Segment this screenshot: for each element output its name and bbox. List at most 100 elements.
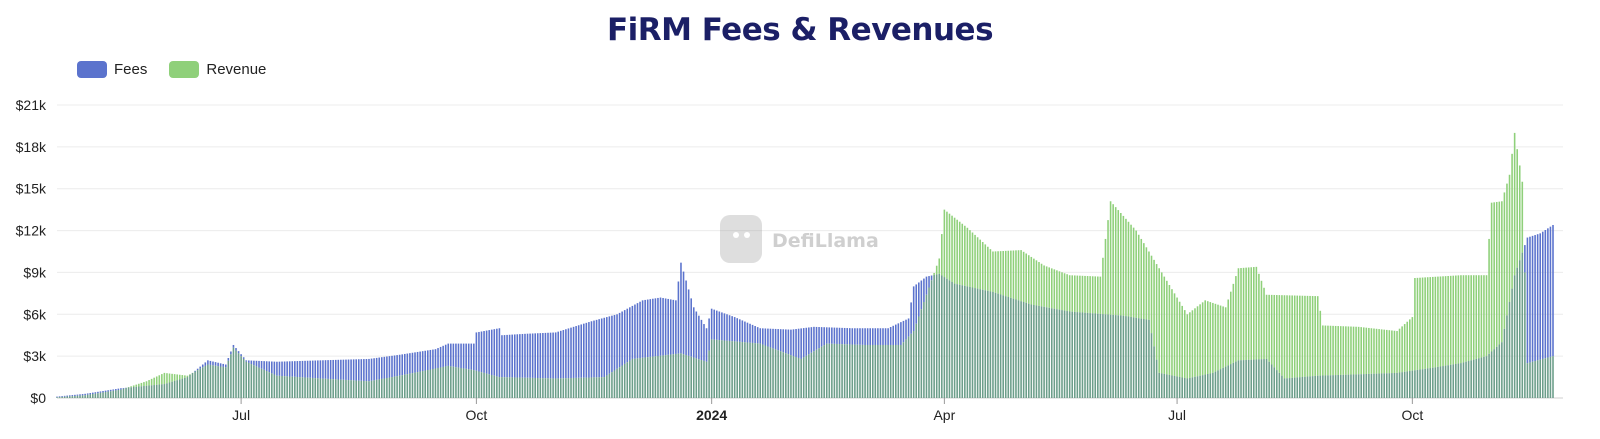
fees-bar[interactable]	[245, 360, 248, 362]
revenue-bar[interactable]	[138, 383, 140, 387]
fees-bar[interactable]	[286, 361, 288, 377]
overlap-bar[interactable]	[815, 349, 818, 398]
revenue-bar[interactable]	[155, 376, 158, 385]
fees-bar[interactable]	[516, 334, 519, 378]
revenue-bar[interactable]	[953, 217, 956, 284]
fees-bar[interactable]	[654, 298, 657, 357]
fees-bar[interactable]	[317, 360, 319, 379]
fees-bar[interactable]	[577, 325, 580, 378]
fees-bar[interactable]	[613, 314, 616, 371]
fees-bar[interactable]	[355, 359, 357, 381]
overlap-bar[interactable]	[1045, 307, 1048, 398]
fees-bar[interactable]	[288, 361, 291, 377]
fees-bar[interactable]	[905, 319, 907, 340]
revenue-bar[interactable]	[1506, 183, 1508, 316]
overlap-bar[interactable]	[194, 371, 196, 398]
fees-bar[interactable]	[687, 289, 690, 356]
fees-bar[interactable]	[212, 361, 214, 366]
overlap-bar[interactable]	[1260, 359, 1263, 398]
overlap-bar[interactable]	[613, 370, 616, 398]
overlap-bar[interactable]	[1048, 307, 1051, 398]
revenue-bar[interactable]	[1224, 307, 1227, 367]
overlap-bar[interactable]	[1536, 360, 1539, 398]
overlap-bar[interactable]	[271, 373, 273, 398]
revenue-bar[interactable]	[941, 234, 943, 276]
revenue-bar[interactable]	[1229, 291, 1232, 365]
fees-bar[interactable]	[74, 394, 76, 396]
overlap-bar[interactable]	[350, 380, 352, 398]
revenue-bar[interactable]	[989, 249, 992, 292]
overlap-bar[interactable]	[877, 344, 879, 398]
revenue-bar[interactable]	[1114, 207, 1117, 316]
overlap-bar[interactable]	[462, 368, 465, 398]
overlap-bar[interactable]	[209, 364, 212, 398]
revenue-bar[interactable]	[1373, 328, 1375, 374]
revenue-bar[interactable]	[1370, 328, 1373, 374]
fees-bar[interactable]	[421, 351, 424, 372]
revenue-bar[interactable]	[1483, 275, 1485, 357]
fees-bar[interactable]	[841, 327, 843, 345]
fees-bar[interactable]	[690, 298, 692, 357]
overlap-bar[interactable]	[478, 371, 480, 398]
fees-bar[interactable]	[199, 366, 201, 369]
overlap-bar[interactable]	[1526, 363, 1529, 398]
fees-bar[interactable]	[97, 391, 99, 394]
fees-bar[interactable]	[498, 328, 501, 378]
fees-bar[interactable]	[112, 389, 115, 391]
revenue-bar[interactable]	[1457, 275, 1460, 364]
overlap-bar[interactable]	[1109, 314, 1112, 398]
fees-bar[interactable]	[741, 320, 744, 343]
overlap-bar[interactable]	[1501, 342, 1503, 398]
overlap-bar[interactable]	[317, 378, 319, 398]
overlap-bar[interactable]	[1010, 297, 1012, 398]
fees-bar[interactable]	[340, 359, 342, 380]
overlap-bar[interactable]	[421, 371, 424, 398]
fees-bar[interactable]	[102, 391, 104, 393]
fees-bar[interactable]	[375, 357, 378, 380]
fees-bar[interactable]	[823, 327, 825, 346]
fees-bar[interactable]	[467, 343, 470, 370]
overlap-bar[interactable]	[1022, 302, 1025, 398]
fees-bar[interactable]	[450, 343, 452, 367]
overlap-bar[interactable]	[488, 374, 490, 398]
revenue-bar[interactable]	[1063, 273, 1066, 311]
overlap-bar[interactable]	[1549, 356, 1552, 398]
overlap-bar[interactable]	[641, 357, 644, 398]
fees-bar[interactable]	[731, 316, 733, 342]
overlap-bar[interactable]	[1201, 375, 1204, 398]
overlap-bar[interactable]	[1212, 372, 1214, 398]
overlap-bar[interactable]	[593, 377, 595, 398]
overlap-bar[interactable]	[447, 365, 450, 398]
overlap-bar[interactable]	[536, 378, 539, 398]
overlap-bar[interactable]	[1183, 377, 1186, 398]
revenue-bar[interactable]	[1296, 295, 1299, 378]
overlap-bar[interactable]	[460, 368, 462, 398]
fees-bar[interactable]	[767, 328, 769, 347]
overlap-bar[interactable]	[1350, 374, 1352, 398]
fees-bar[interactable]	[66, 395, 69, 397]
fees-bar[interactable]	[739, 319, 741, 342]
overlap-bar[interactable]	[102, 392, 104, 398]
overlap-bar[interactable]	[1255, 359, 1258, 398]
overlap-bar[interactable]	[1365, 374, 1368, 398]
overlap-bar[interactable]	[140, 386, 143, 398]
revenue-bar[interactable]	[1058, 271, 1061, 310]
fees-bar[interactable]	[588, 322, 590, 378]
fees-bar[interactable]	[465, 343, 467, 369]
overlap-bar[interactable]	[539, 378, 542, 398]
overlap-bar[interactable]	[833, 343, 836, 398]
overlap-bar[interactable]	[1455, 363, 1457, 398]
overlap-bar[interactable]	[319, 378, 322, 398]
overlap-bar[interactable]	[1153, 346, 1155, 398]
overlap-bar[interactable]	[370, 380, 373, 398]
overlap-bar[interactable]	[125, 387, 127, 398]
revenue-bar[interactable]	[1035, 260, 1038, 306]
overlap-bar[interactable]	[1155, 359, 1158, 398]
overlap-bar[interactable]	[831, 343, 833, 398]
revenue-bar[interactable]	[143, 382, 145, 387]
revenue-bar[interactable]	[1079, 275, 1081, 313]
revenue-bar[interactable]	[1194, 308, 1196, 377]
revenue-bar[interactable]	[1196, 306, 1199, 377]
overlap-bar[interactable]	[611, 372, 613, 398]
overlap-bar[interactable]	[1401, 372, 1403, 398]
